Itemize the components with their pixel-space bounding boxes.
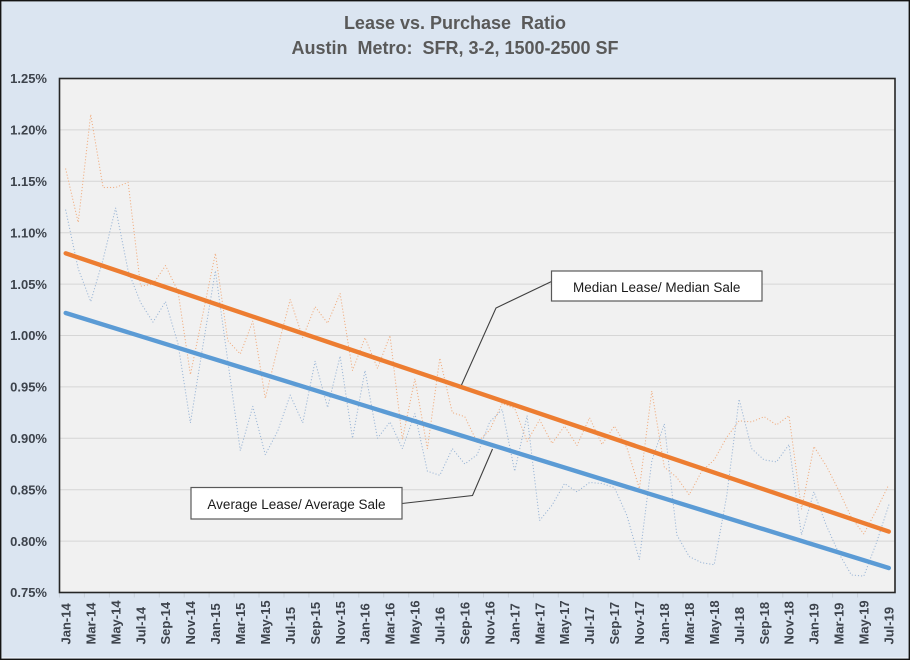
svg-text:Sep-18: Sep-18 [757, 602, 772, 645]
svg-text:1.25%: 1.25% [10, 71, 47, 86]
svg-text:Nov-16: Nov-16 [482, 601, 497, 644]
svg-text:May-15: May-15 [258, 600, 273, 644]
svg-text:0.80%: 0.80% [10, 534, 47, 549]
svg-text:Jul-14: Jul-14 [133, 606, 148, 644]
svg-text:May-16: May-16 [408, 600, 423, 644]
svg-text:Jan-19: Jan-19 [807, 603, 822, 644]
svg-text:Jan-15: Jan-15 [208, 603, 223, 644]
svg-text:1.05%: 1.05% [10, 277, 47, 292]
svg-text:Austin Metro: SFR, 3-2, 1500: Austin Metro: SFR, 3-2, 1500-2500 SF [291, 38, 618, 58]
svg-text:Nov-17: Nov-17 [632, 601, 647, 644]
svg-text:Jul-19: Jul-19 [882, 607, 897, 645]
svg-text:May-17: May-17 [557, 600, 572, 644]
svg-text:1.00%: 1.00% [10, 328, 47, 343]
svg-text:May-14: May-14 [108, 600, 123, 645]
svg-text:Sep-17: Sep-17 [607, 602, 622, 645]
svg-text:Mar-14: Mar-14 [83, 602, 98, 645]
svg-text:Sep-16: Sep-16 [458, 602, 473, 645]
svg-text:Jul-16: Jul-16 [433, 607, 448, 645]
svg-text:0.95%: 0.95% [10, 380, 47, 395]
svg-text:Jan-18: Jan-18 [657, 603, 672, 644]
svg-text:Mar-15: Mar-15 [233, 603, 248, 645]
svg-text:Nov-15: Nov-15 [333, 601, 348, 644]
svg-text:Jul-15: Jul-15 [283, 607, 298, 645]
svg-text:Sep-14: Sep-14 [158, 601, 173, 644]
svg-text:May-19: May-19 [857, 600, 872, 644]
svg-text:Jan-16: Jan-16 [358, 603, 373, 644]
svg-text:Nov-14: Nov-14 [183, 600, 198, 644]
svg-text:Lease vs. Purchase Ratio: Lease vs. Purchase Ratio [344, 13, 566, 33]
svg-text:Jul-17: Jul-17 [582, 607, 597, 645]
svg-text:1.20%: 1.20% [10, 123, 47, 138]
svg-text:0.75%: 0.75% [10, 585, 47, 600]
svg-text:0.85%: 0.85% [10, 482, 47, 497]
svg-text:Mar-18: Mar-18 [682, 603, 697, 645]
svg-text:0.90%: 0.90% [10, 431, 47, 446]
svg-text:Jul-18: Jul-18 [732, 607, 747, 645]
svg-text:May-18: May-18 [707, 600, 722, 644]
svg-text:Sep-15: Sep-15 [308, 602, 323, 645]
svg-text:Mar-16: Mar-16 [383, 603, 398, 645]
svg-text:Mar-17: Mar-17 [532, 603, 547, 645]
svg-text:Jan-17: Jan-17 [507, 603, 522, 644]
svg-text:Median Lease/ Median Sale: Median Lease/ Median Sale [573, 280, 740, 295]
svg-text:Average Lease/ Average Sale: Average Lease/ Average Sale [207, 497, 385, 512]
svg-text:1.10%: 1.10% [10, 225, 47, 240]
svg-text:Nov-18: Nov-18 [782, 601, 797, 644]
svg-text:Jan-14: Jan-14 [58, 603, 73, 645]
svg-text:Mar-19: Mar-19 [832, 603, 847, 645]
svg-text:1.15%: 1.15% [10, 174, 47, 189]
